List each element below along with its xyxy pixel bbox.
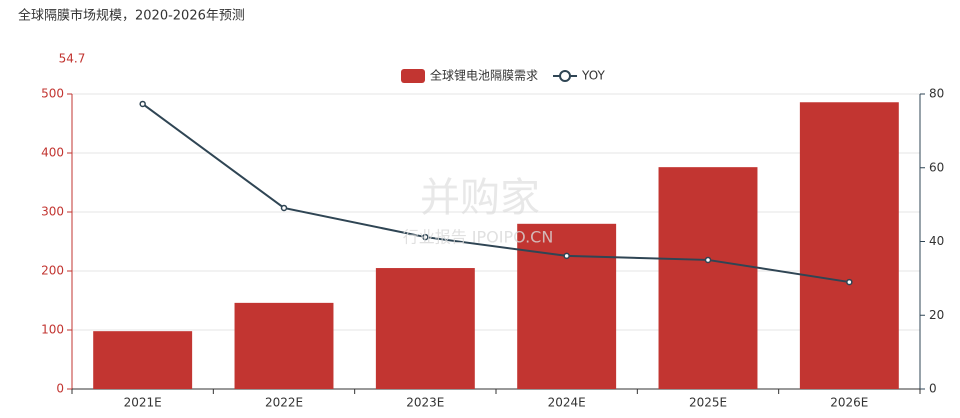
y-tick-label: 400 (41, 146, 64, 160)
legend-label: YOY (581, 69, 605, 83)
line-point (139, 100, 146, 108)
bar (375, 268, 475, 389)
line-point (563, 252, 570, 260)
line-point (704, 256, 712, 264)
watermark: 并购家 (420, 175, 540, 221)
y2-tick-label: 0 (929, 382, 937, 396)
line-point (280, 204, 288, 212)
y-tick-label: 0 (56, 382, 64, 396)
bar (658, 167, 758, 389)
y-tick-label: 100 (41, 323, 64, 337)
x-tick-label: 2023E (406, 396, 444, 410)
chart-title: 全球隔膜市场规模，2020-2026年预测 (18, 8, 245, 24)
y-tick-label: 200 (41, 264, 64, 278)
y-tick-label: 300 (41, 205, 64, 219)
x-tick-label: 2022E (265, 396, 303, 410)
line-point (422, 233, 429, 241)
line (142, 103, 850, 284)
y2-tick-label: 80 (929, 87, 944, 101)
legend-label: 全球锂电池隔膜需求 (430, 68, 538, 83)
legend-marker (559, 70, 572, 82)
bar (517, 223, 617, 389)
y2-tick-label: 60 (929, 160, 944, 174)
legend-swatch (401, 69, 425, 83)
bar (799, 102, 899, 389)
x-tick-label: 2021E (124, 396, 162, 410)
bar (93, 331, 193, 389)
bar (234, 302, 334, 389)
line-point (846, 278, 853, 286)
y-axis-label: 54.7 (59, 52, 86, 66)
y2-tick-label: 20 (929, 308, 944, 322)
x-tick-label: 2026E (830, 396, 868, 410)
watermark: 行业报告 IPOIPO.CN (403, 228, 554, 247)
x-tick-label: 2025E (689, 396, 727, 410)
y-tick-label: 500 (41, 87, 64, 101)
x-tick-label: 2024E (548, 396, 586, 410)
y2-tick-label: 40 (929, 234, 944, 248)
